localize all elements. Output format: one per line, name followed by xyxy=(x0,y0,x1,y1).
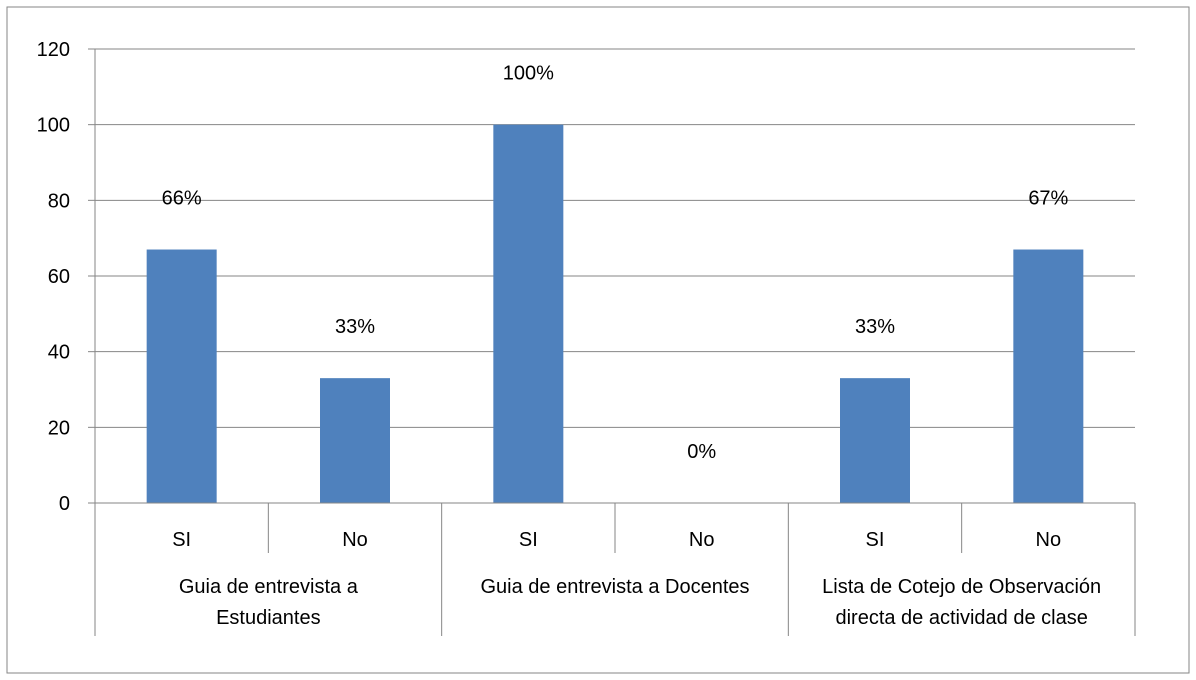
bar xyxy=(493,124,564,504)
labels: 0 20 40 60 80 100 120 66% SI 33% No 100% SI 0% No 33% SI… xyxy=(37,39,1102,629)
data-label: 0% xyxy=(687,441,716,463)
group-label: Estudiantes xyxy=(216,607,321,629)
bar xyxy=(840,378,910,503)
y-tick-label: 120 xyxy=(37,39,70,61)
y-tick-label: 0 xyxy=(59,493,70,515)
bar xyxy=(146,249,217,503)
y-tick-label: 100 xyxy=(37,115,70,137)
data-label: 33% xyxy=(335,316,375,338)
group-label: directa de actividad de clase xyxy=(835,607,1087,629)
bars xyxy=(146,124,1084,504)
bar xyxy=(1013,249,1084,503)
y-tick-label: 40 xyxy=(48,342,70,364)
data-label: 66% xyxy=(162,188,202,210)
gridlines xyxy=(95,48,1135,428)
data-label: 67% xyxy=(1028,188,1068,210)
group-label: Guia de entrevista a Docentes xyxy=(480,576,749,598)
data-label: 33% xyxy=(855,316,895,338)
x-tick-label: SI xyxy=(866,529,885,551)
x-tick-label: No xyxy=(689,529,715,551)
y-tick-label: 20 xyxy=(48,417,70,439)
axes xyxy=(88,48,1136,636)
bar xyxy=(320,378,390,503)
y-tick-label: 60 xyxy=(48,266,70,288)
group-label: Guia de entrevista a xyxy=(179,576,359,598)
x-tick-label: SI xyxy=(172,529,191,551)
x-tick-label: SI xyxy=(519,529,538,551)
x-tick-label: No xyxy=(342,529,368,551)
group-label: Lista de Cotejo de Observación xyxy=(822,576,1101,598)
x-tick-label: No xyxy=(1036,529,1062,551)
data-label: 100% xyxy=(503,63,554,85)
y-tick-label: 80 xyxy=(48,190,70,212)
